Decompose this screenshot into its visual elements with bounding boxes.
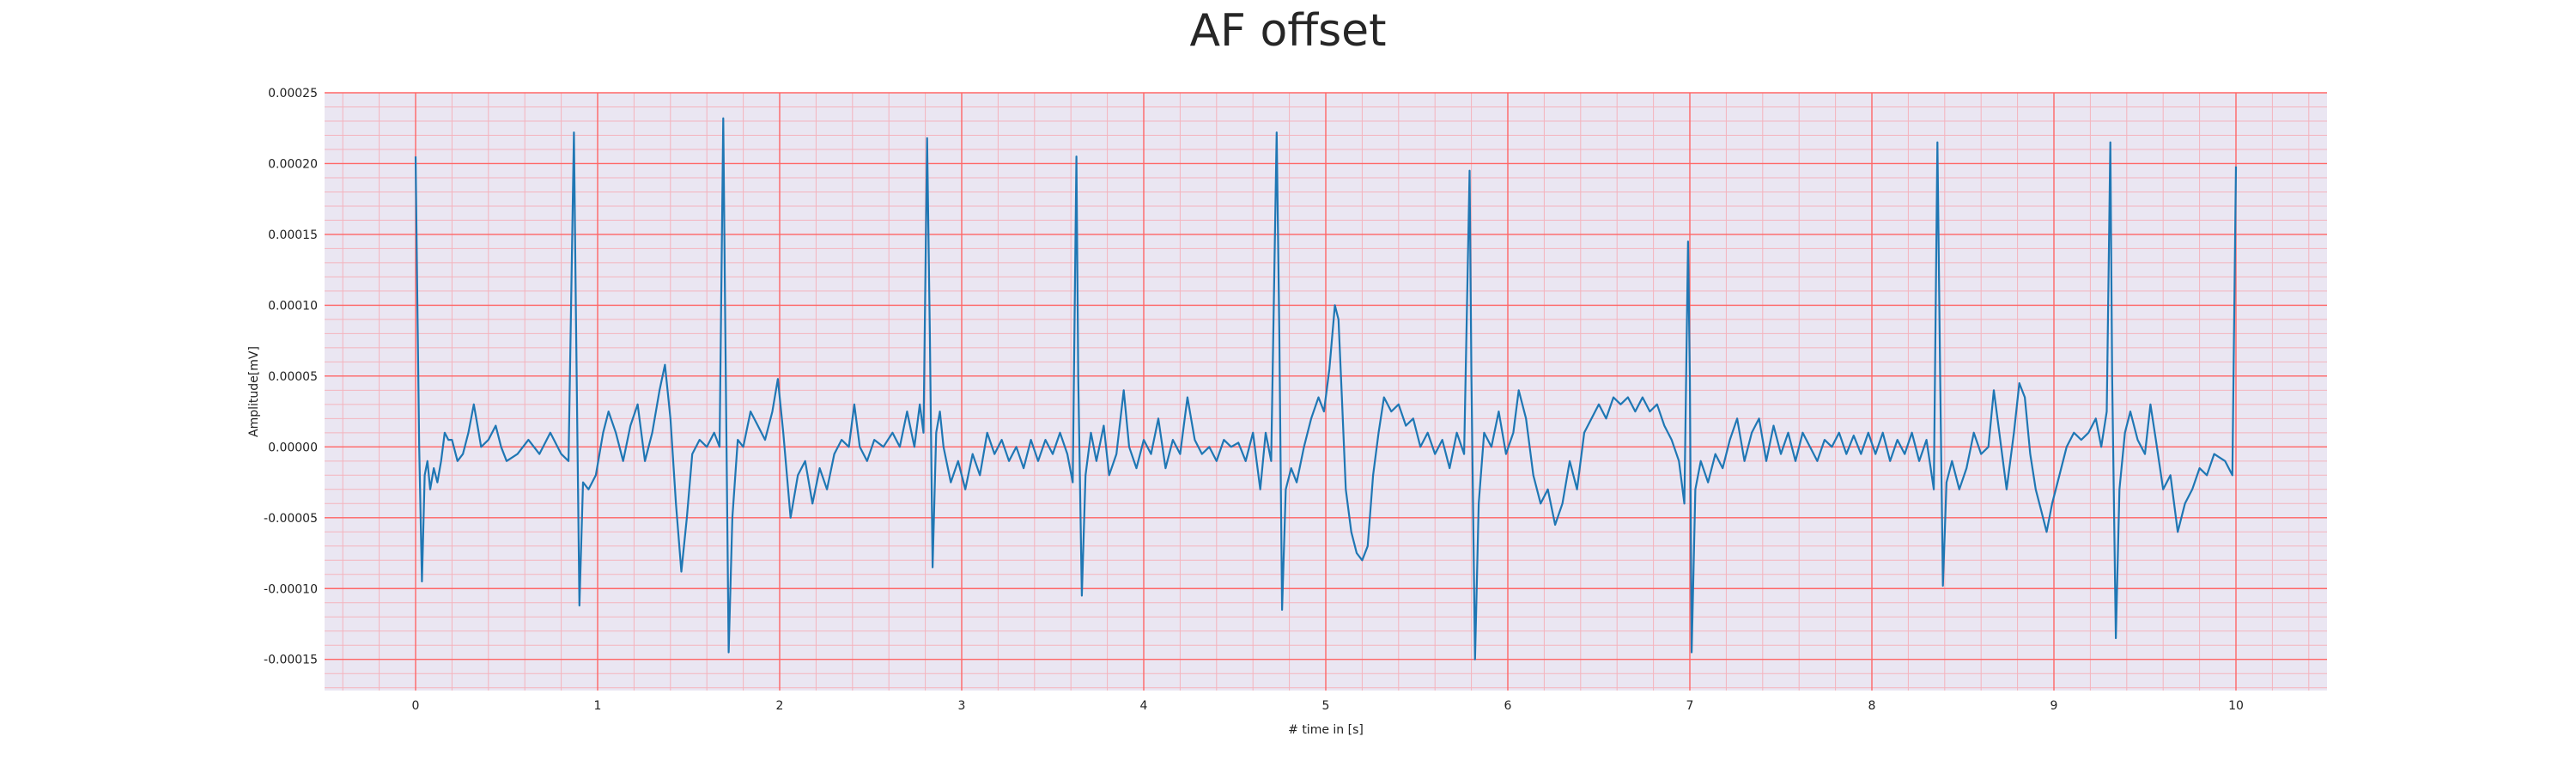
y-tick-label: 0.00015 [268,228,318,242]
x-tick-label: 2 [776,699,784,713]
y-axis-label: Amplitude[mV] [247,346,261,437]
x-tick-label: 4 [1140,699,1148,713]
y-tick-label: -0.00010 [264,582,318,596]
y-axis-ticks: 0.00025 0.00020 0.00015 0.00010 0.00005 0.000… [264,87,318,667]
y-tick-label: 0.00025 [268,87,318,100]
x-tick-label: 3 [958,699,966,713]
x-tick-label: 10 [2228,699,2244,713]
x-tick-label: 9 [2050,699,2058,713]
signal-line [414,117,2238,660]
y-tick-label: 0.00000 [268,441,318,454]
chart-title: AF offset [1189,5,1387,57]
x-tick-label: 0 [412,699,420,713]
x-tick-label: 6 [1504,699,1512,713]
y-tick-label: 0.00010 [268,299,318,313]
x-axis-label: # time in [s] [1288,723,1364,737]
x-tick-label: 5 [1322,699,1330,713]
y-tick-label: -0.00005 [264,512,318,526]
x-axis-ticks: 0 1 2 3 4 5 6 7 8 9 10 [412,699,2244,713]
x-tick-label: 8 [1868,699,1876,713]
x-tick-label: 1 [594,699,602,713]
major-grid [325,92,2327,691]
x-tick-label: 7 [1686,699,1694,713]
y-tick-label: 0.00020 [268,157,318,171]
y-tick-label: -0.00015 [264,654,318,667]
y-tick-label: 0.00005 [268,370,318,384]
